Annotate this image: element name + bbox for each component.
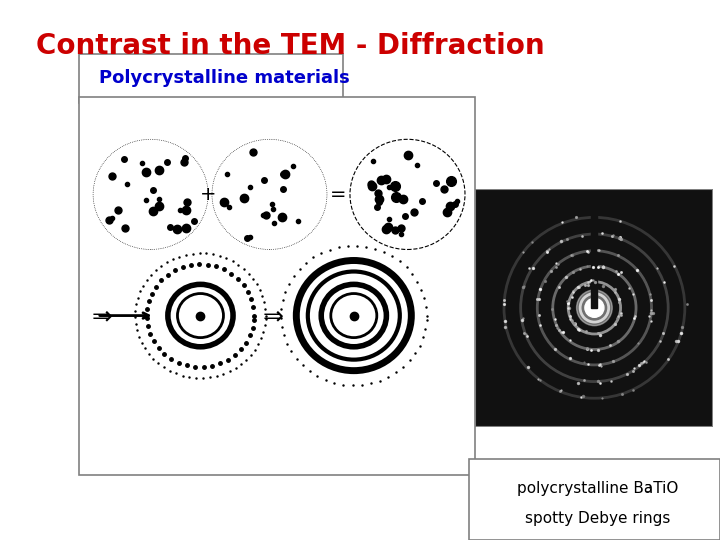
Text: 3: 3	[644, 484, 652, 494]
FancyBboxPatch shape	[79, 97, 475, 475]
FancyBboxPatch shape	[469, 459, 720, 540]
Text: Contrast in the TEM - Diffraction: Contrast in the TEM - Diffraction	[36, 32, 544, 60]
FancyBboxPatch shape	[79, 54, 343, 103]
Text: spotty Debye rings: spotty Debye rings	[525, 511, 670, 526]
Text: polycrystalline BaTiO: polycrystalline BaTiO	[517, 481, 678, 496]
Text: Polycrystalline materials: Polycrystalline materials	[99, 69, 349, 87]
